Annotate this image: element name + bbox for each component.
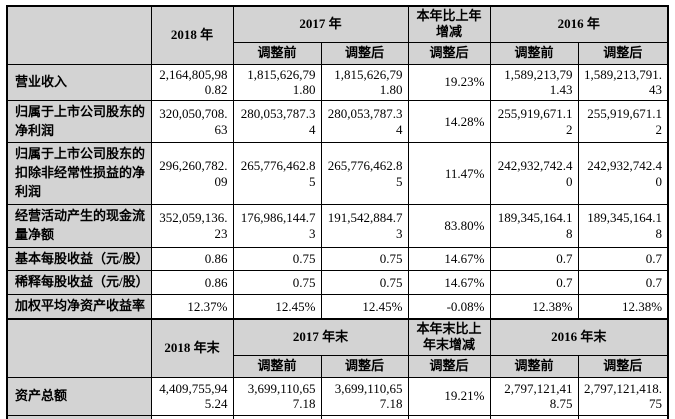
row-label: 资产总额 <box>6 376 152 416</box>
section2-col-header-2017: 2017 年末 <box>232 318 409 356</box>
row-label: 归属于上市公司股东的净利润 <box>6 99 152 144</box>
section2-subheader-2017-before: 调整前 <box>232 354 322 378</box>
cell-value: 3,699,110,657.18 <box>320 376 409 416</box>
cell-value: 189,345,164.18 <box>489 203 579 248</box>
section2-corner-blank-cell <box>6 318 152 378</box>
cell-value: 83.80% <box>407 203 491 248</box>
cell-value: 1,815,626,791.80 <box>320 63 409 101</box>
cell-value: 242,932,742.40 <box>489 142 579 205</box>
cell-value: 2,418,748,542.76 <box>320 414 409 419</box>
table-row-basic-eps: 基本每股收益（元/股） 0.86 0.75 0.75 14.67% 0.7 0.… <box>6 246 669 272</box>
cell-value: 0.7 <box>489 270 579 296</box>
cell-value: 265,776,462.85 <box>232 142 322 205</box>
cell-value: 0.75 <box>320 246 409 272</box>
table-row-operating-revenue: 营业收入 2,164,805,980.82 1,815,626,791.80 1… <box>6 63 669 101</box>
cell-value: 191,542,884.73 <box>320 203 409 248</box>
cell-value: 0.7 <box>577 246 669 272</box>
section2-header-row: 2018 年末 2017 年末 本年末比上年末增减 2016 年末 <box>6 318 669 378</box>
cell-value: 0.7 <box>489 246 579 272</box>
cell-value: 19.21% <box>407 376 491 416</box>
cell-value: 2,178,082,550.72 <box>577 414 669 419</box>
section1-col-header-2018: 2018 年 <box>150 5 234 65</box>
cell-value: 1,589,213,791.43 <box>489 63 579 101</box>
cell-value: 2,797,121,418.75 <box>577 376 669 416</box>
section2-subheader-2016-before: 调整前 <box>489 354 579 378</box>
cell-value: 0.75 <box>232 270 322 296</box>
section1-col-header-2017: 2017 年 <box>232 5 409 43</box>
cell-value: 1,589,213,791.43 <box>577 63 669 101</box>
section2-subheader-2016-after: 调整后 <box>577 354 669 378</box>
table-row-diluted-eps: 稀释每股收益（元/股） 0.86 0.75 0.75 14.67% 0.7 0.… <box>6 270 669 296</box>
section1-subheader-2017-before: 调整前 <box>232 41 322 65</box>
table-row-net-assets: 归属于上市公司股东的净资产 2,770,963,989.39 2,418,748… <box>6 414 669 419</box>
cell-value: 12.45% <box>232 294 322 320</box>
financial-summary-table: 2018 年 2017 年 本年比上年增减 2016 年 调整前 调整后 调整后… <box>6 5 670 419</box>
row-label: 归属于上市公司股东的扣除非经常性损益的净利润 <box>6 142 152 205</box>
cell-value: 189,345,164.18 <box>577 203 669 248</box>
cell-value: 2,164,805,980.82 <box>150 63 234 101</box>
section2-subheader-change-after: 调整后 <box>407 354 491 378</box>
cell-value: 352,059,136.23 <box>150 203 234 248</box>
cell-value: 265,776,462.85 <box>320 142 409 205</box>
cell-value: 0.75 <box>320 270 409 296</box>
cell-value: 0.75 <box>232 246 322 272</box>
section1-header-row: 2018 年 2017 年 本年比上年增减 2016 年 <box>6 5 669 65</box>
row-label: 加权平均净资产收益率 <box>6 294 152 320</box>
table-row-weighted-avg-roe: 加权平均净资产收益率 12.37% 12.45% 12.45% -0.08% 1… <box>6 294 669 320</box>
section1-subheader-2017-after: 调整后 <box>320 41 409 65</box>
cell-value: 14.67% <box>407 246 491 272</box>
cell-value: 3,699,110,657.18 <box>232 376 322 416</box>
table-row-net-profit-excl-nonrecurring: 归属于上市公司股东的扣除非经常性损益的净利润 296,260,782.09 26… <box>6 142 669 205</box>
cell-value: 1,815,626,791.80 <box>232 63 322 101</box>
row-label: 归属于上市公司股东的净资产 <box>6 414 152 419</box>
cell-value: 2,770,963,989.39 <box>150 414 234 419</box>
section2-col-header-2016: 2016 年末 <box>489 318 669 356</box>
section1-subheader-2016-after: 调整后 <box>577 41 669 65</box>
section1-col-header-2016: 2016 年 <box>489 5 669 43</box>
cell-value: 242,932,742.40 <box>577 142 669 205</box>
cell-value: 0.86 <box>150 246 234 272</box>
cell-value: 0.7 <box>577 270 669 296</box>
cell-value: 19.23% <box>407 63 491 101</box>
section1-subheader-2016-before: 调整前 <box>489 41 579 65</box>
row-label: 稀释每股收益（元/股） <box>6 270 152 296</box>
row-label: 营业收入 <box>6 63 152 101</box>
cell-value: 255,919,671.12 <box>489 99 579 144</box>
row-label: 经营活动产生的现金流量净额 <box>6 203 152 248</box>
table-row-operating-cash-flow: 经营活动产生的现金流量净额 352,059,136.23 176,986,144… <box>6 203 669 248</box>
section2-col-header-2018: 2018 年末 <box>150 318 234 378</box>
cell-value: 296,260,782.09 <box>150 142 234 205</box>
section1-col-header-change: 本年比上年增减 <box>407 5 491 43</box>
table-row-net-profit: 归属于上市公司股东的净利润 320,050,708.63 280,053,787… <box>6 99 669 144</box>
cell-value: 14.67% <box>407 270 491 296</box>
table-row-total-assets: 资产总额 4,409,755,945.24 3,699,110,657.18 3… <box>6 376 669 416</box>
cell-value: 320,050,708.63 <box>150 99 234 144</box>
cell-value: 0.86 <box>150 270 234 296</box>
section1-subheader-row: 调整前 调整后 调整后 调整前 调整后 <box>7 41 669 65</box>
row-label: 基本每股收益（元/股） <box>6 246 152 272</box>
cell-value: 280,053,787.34 <box>232 99 322 144</box>
section1-subheader-change-after: 调整后 <box>407 41 491 65</box>
section2-col-header-change: 本年末比上年末增减 <box>407 318 491 356</box>
cell-value: 12.38% <box>577 294 669 320</box>
cell-value: 12.37% <box>150 294 234 320</box>
section2-subheader-2017-after: 调整后 <box>320 354 409 378</box>
cell-value: 14.28% <box>407 99 491 144</box>
cell-value: 255,919,671.12 <box>577 99 669 144</box>
cell-value: 2,797,121,418.75 <box>489 376 579 416</box>
cell-value: -0.08% <box>407 294 491 320</box>
section1-corner-blank-cell <box>6 5 152 65</box>
cell-value: 2,178,082,550.72 <box>489 414 579 419</box>
cell-value: 14.56% <box>407 414 491 419</box>
cell-value: 4,409,755,945.24 <box>150 376 234 416</box>
cell-value: 2,418,748,542.76 <box>232 414 322 419</box>
cell-value: 280,053,787.34 <box>320 99 409 144</box>
cell-value: 12.38% <box>489 294 579 320</box>
cell-value: 12.45% <box>320 294 409 320</box>
cell-value: 11.47% <box>407 142 491 205</box>
cell-value: 176,986,144.73 <box>232 203 322 248</box>
